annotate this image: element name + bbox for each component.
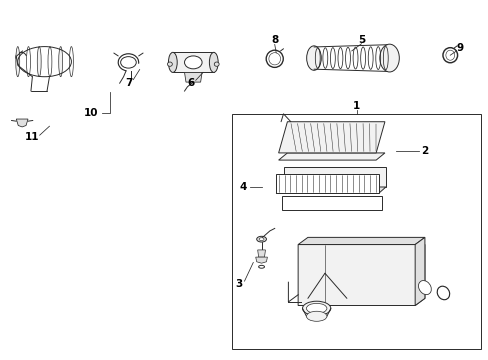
Ellipse shape <box>418 280 430 294</box>
Text: 5: 5 <box>357 35 365 45</box>
Ellipse shape <box>302 301 330 316</box>
Ellipse shape <box>379 44 399 72</box>
Polygon shape <box>257 250 265 257</box>
Polygon shape <box>184 72 202 82</box>
Ellipse shape <box>306 311 326 321</box>
Ellipse shape <box>37 46 41 77</box>
Polygon shape <box>278 153 384 160</box>
Polygon shape <box>276 174 378 193</box>
Text: 4: 4 <box>239 182 246 192</box>
Polygon shape <box>278 122 384 153</box>
Text: 11: 11 <box>25 132 40 142</box>
Polygon shape <box>276 187 385 193</box>
Ellipse shape <box>167 62 172 66</box>
Polygon shape <box>16 119 28 127</box>
Polygon shape <box>298 237 424 244</box>
Text: 1: 1 <box>352 102 360 112</box>
Polygon shape <box>414 237 424 306</box>
Text: 10: 10 <box>83 108 98 118</box>
Polygon shape <box>282 196 382 211</box>
Text: 6: 6 <box>187 78 194 88</box>
Text: 9: 9 <box>455 43 463 53</box>
Ellipse shape <box>59 46 62 77</box>
Text: 3: 3 <box>235 279 242 289</box>
Ellipse shape <box>168 52 177 72</box>
Ellipse shape <box>256 236 266 242</box>
Polygon shape <box>283 167 385 187</box>
Ellipse shape <box>214 62 219 66</box>
Polygon shape <box>255 257 267 263</box>
Text: 8: 8 <box>270 35 278 45</box>
Ellipse shape <box>306 303 326 314</box>
Bar <box>232 114 480 348</box>
Ellipse shape <box>306 46 321 70</box>
Polygon shape <box>172 52 213 72</box>
Ellipse shape <box>16 46 20 77</box>
Ellipse shape <box>209 52 218 72</box>
Polygon shape <box>298 244 424 306</box>
Text: 2: 2 <box>421 146 427 156</box>
Circle shape <box>184 56 202 69</box>
Text: 7: 7 <box>124 78 132 88</box>
Ellipse shape <box>259 238 264 240</box>
